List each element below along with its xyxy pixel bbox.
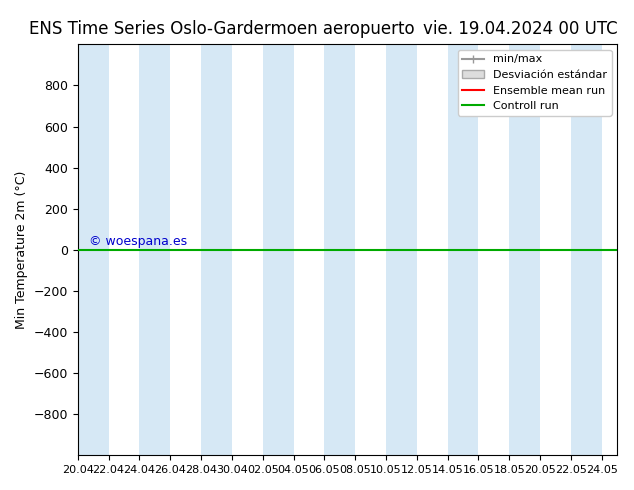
Bar xyxy=(201,45,232,455)
Text: © woespana.es: © woespana.es xyxy=(89,235,186,248)
Bar xyxy=(262,45,294,455)
Text: ENS Time Series Oslo-Gardermoen aeropuerto: ENS Time Series Oslo-Gardermoen aeropuer… xyxy=(29,20,415,38)
Bar xyxy=(386,45,417,455)
Bar xyxy=(448,45,479,455)
Bar xyxy=(78,45,108,455)
Y-axis label: Min Temperature 2m (°C): Min Temperature 2m (°C) xyxy=(15,171,28,329)
Text: vie. 19.04.2024 00 UTC: vie. 19.04.2024 00 UTC xyxy=(423,20,617,38)
Legend: min/max, Desviación estándar, Ensemble mean run, Controll run: min/max, Desviación estándar, Ensemble m… xyxy=(458,50,612,116)
Bar xyxy=(571,45,602,455)
Bar xyxy=(509,45,540,455)
Bar xyxy=(139,45,171,455)
Bar xyxy=(325,45,355,455)
